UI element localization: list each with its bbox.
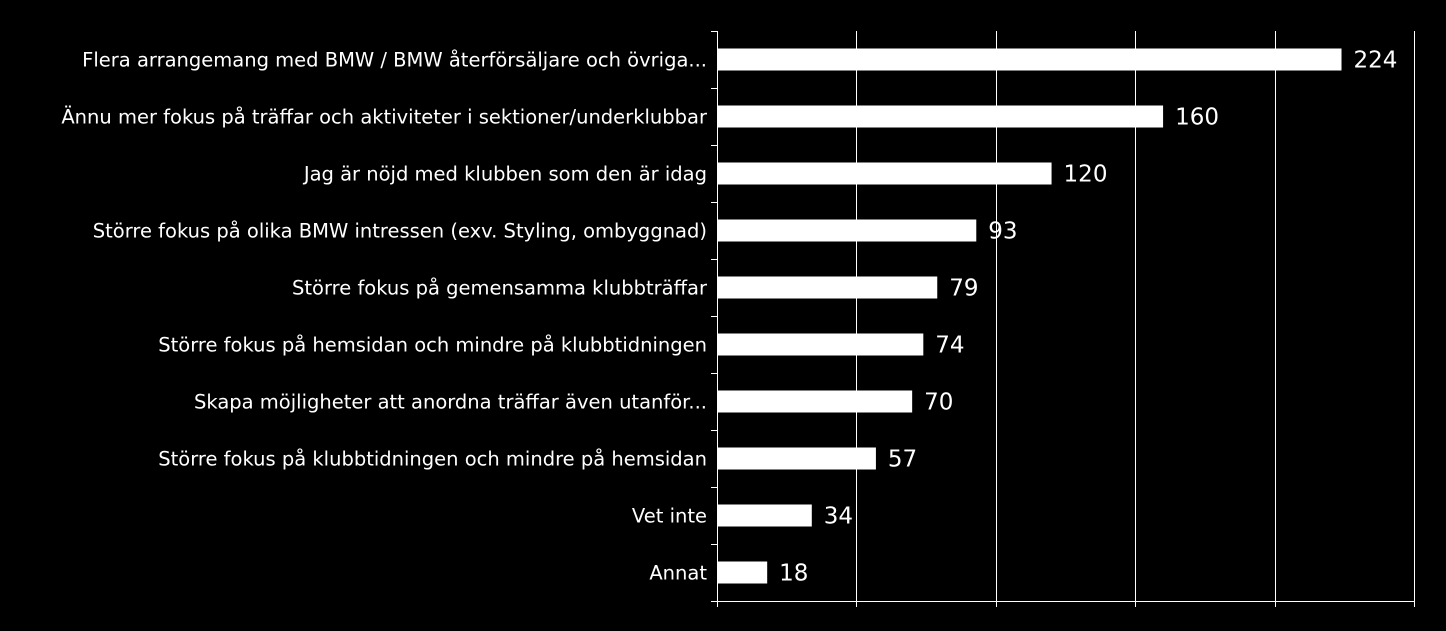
- bar: [718, 276, 938, 299]
- bar: [718, 447, 876, 470]
- bar: [718, 504, 812, 527]
- category-label: Större fokus på hemsidan och mindre på k…: [158, 334, 707, 357]
- bars: [718, 48, 1342, 584]
- category-label: Flera arrangemang med BMW / BMW återförs…: [82, 49, 707, 72]
- value-label: 18: [779, 561, 808, 587]
- bar: [718, 390, 913, 413]
- bar: [718, 162, 1052, 185]
- category-label: Större fokus på klubbtidningen och mindr…: [158, 448, 707, 471]
- value-label: 120: [1064, 162, 1108, 188]
- value-label: 34: [824, 504, 853, 530]
- value-label: 57: [888, 447, 917, 473]
- bar: [718, 333, 924, 356]
- value-label: 224: [1354, 48, 1398, 74]
- value-labels: 224 160 120 93 79 74 70 57 34 18: [779, 48, 1397, 587]
- value-label: 70: [924, 390, 953, 416]
- axes: [711, 31, 1415, 607]
- bar: [718, 105, 1164, 128]
- category-label: Ännu mer fokus på träffar och aktivitete…: [61, 106, 708, 129]
- bar: [718, 219, 977, 242]
- category-labels: Flera arrangemang med BMW / BMW återförs…: [61, 49, 708, 585]
- value-label: 93: [988, 219, 1017, 245]
- category-label: Vet inte: [632, 505, 707, 528]
- value-label: 74: [935, 333, 964, 359]
- value-label: 160: [1175, 105, 1219, 131]
- value-label: 79: [949, 276, 978, 302]
- category-label: Större fokus på gemensamma klubbträffar: [292, 277, 708, 300]
- category-label: Skapa möjligheter att anordna träffar äv…: [194, 391, 707, 414]
- category-label: Annat: [649, 562, 707, 585]
- bar: [718, 561, 768, 584]
- bar: [718, 48, 1342, 71]
- category-label: Jag är nöjd med klubben som den är idag: [302, 163, 707, 186]
- category-label: Större fokus på olika BMW intressen (exv…: [93, 220, 707, 243]
